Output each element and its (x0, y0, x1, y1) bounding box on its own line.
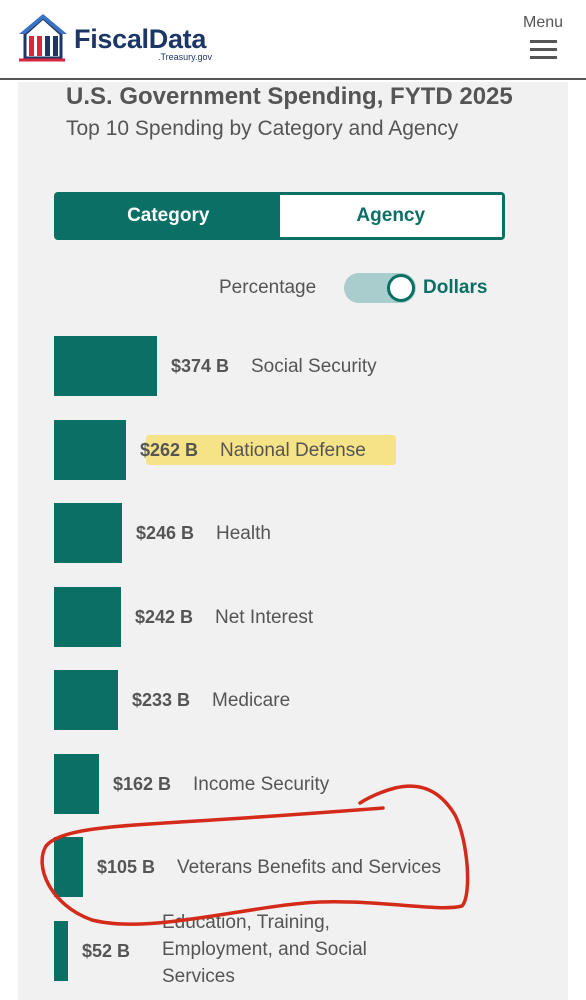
highlight-mark (146, 435, 396, 465)
bar-medicare[interactable] (54, 670, 118, 730)
chart-title: U.S. Government Spending, FYTD 2025 (66, 83, 513, 110)
menu-button[interactable]: Menu (522, 14, 564, 64)
bar-income-security[interactable] (54, 754, 99, 814)
bar-education-training-employment-and-social-services[interactable] (54, 921, 68, 981)
bar-category-label: Net Interest (215, 607, 314, 628)
bar-value-label: $262 B (140, 440, 199, 460)
chart-subtitle: Top 10 Spending by Category and Agency (66, 117, 459, 140)
bar-social-security[interactable] (54, 336, 157, 396)
toggle-percentage-label: Percentage (219, 277, 317, 298)
bar-category-label: Education, Training, Employment, and Soci… (162, 912, 367, 987)
brand-subtitle: .Treasury.gov (158, 52, 213, 62)
percentage-dollars-toggle[interactable] (344, 273, 416, 303)
bar-value-label: $242 B (135, 607, 194, 627)
fiscaldata-logo-icon[interactable] (17, 12, 69, 66)
menu-label: Menu (522, 14, 564, 31)
toggle-knob (387, 274, 415, 302)
bar-value-label: $233 B (132, 690, 191, 710)
bar-national-defense[interactable] (54, 420, 126, 480)
bar-value-label: $374 B (171, 356, 230, 376)
bar-category-label: Veterans Benefits and Services (177, 857, 442, 878)
bar-health[interactable] (54, 503, 122, 563)
bar-category-label: Income Security (193, 774, 330, 795)
bar-value-label: $105 B (97, 857, 156, 877)
hamburger-icon (522, 40, 564, 59)
bar-value-label: $52 B (82, 941, 131, 961)
toggle-dollars-label: Dollars (423, 277, 488, 298)
tab-category[interactable]: Category (57, 195, 280, 237)
bar-net-interest[interactable] (54, 587, 121, 647)
tab-agency[interactable]: Agency (279, 195, 502, 237)
bar-veterans-benefits-and-services[interactable] (54, 837, 83, 897)
bar-value-label: $162 B (113, 774, 172, 794)
bar-category-label: Medicare (212, 690, 291, 711)
site-header: FiscalData .Treasury.gov Menu (0, 0, 586, 80)
brand-name[interactable]: FiscalData (74, 24, 207, 54)
bar-value-label: $246 B (136, 523, 195, 543)
view-tabs: Category Agency (54, 192, 505, 240)
bar-category-label: Health (216, 523, 271, 544)
bar-category-label: Social Security (251, 356, 377, 377)
bar-category-label: National Defense (220, 440, 366, 461)
